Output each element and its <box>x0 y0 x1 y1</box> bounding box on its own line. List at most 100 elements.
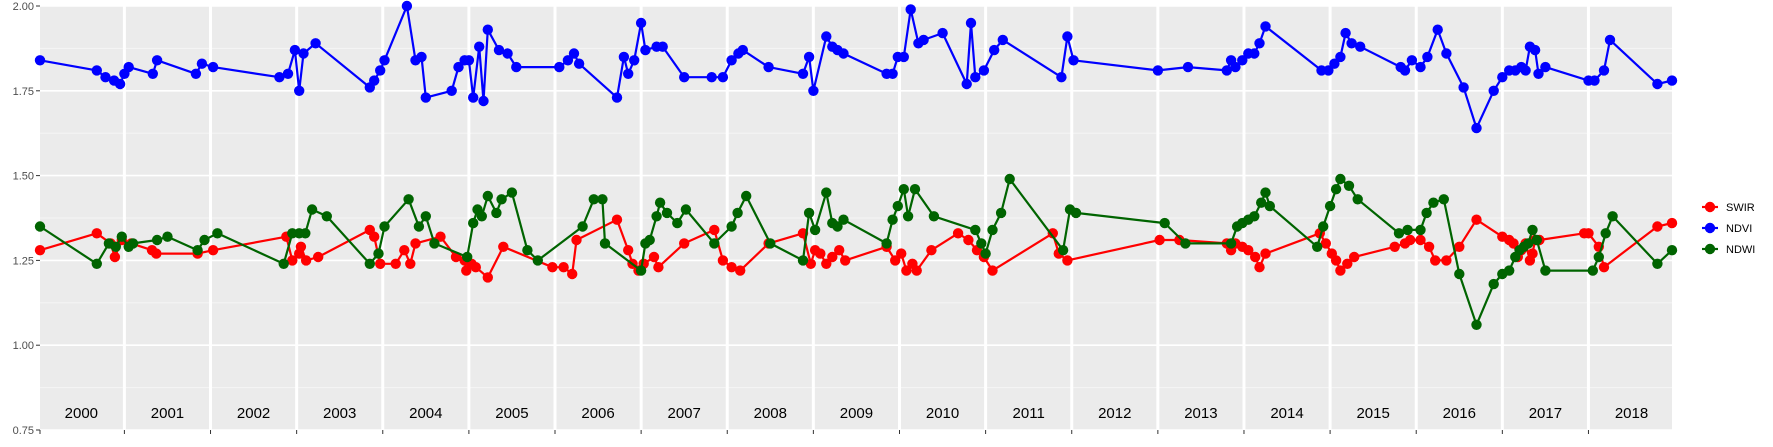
year-label: 2011 <box>1013 405 1045 422</box>
data-point <box>1335 265 1346 276</box>
data-point <box>834 245 845 256</box>
data-point <box>91 228 103 239</box>
data-point <box>298 48 309 59</box>
data-point <box>1254 38 1265 49</box>
data-point <box>1318 221 1329 232</box>
data-point <box>1527 224 1538 236</box>
data-point <box>987 265 998 276</box>
legend-key-point <box>1704 222 1716 234</box>
year-label: 2012 <box>1098 405 1131 422</box>
data-point <box>1405 234 1416 246</box>
data-point <box>1154 234 1165 246</box>
data-point <box>470 262 481 273</box>
data-point <box>207 61 219 73</box>
data-point <box>717 72 729 83</box>
data-point <box>567 268 578 280</box>
data-point <box>821 187 832 198</box>
data-point <box>928 211 940 222</box>
data-point <box>980 248 991 259</box>
data-point <box>989 44 1000 56</box>
data-point <box>375 65 386 76</box>
data-point <box>832 221 843 232</box>
data-point <box>1047 228 1059 239</box>
data-point <box>640 44 651 56</box>
data-point <box>379 55 390 66</box>
data-point <box>709 224 720 236</box>
data-point <box>295 241 307 252</box>
data-point <box>364 258 375 269</box>
data-point <box>661 207 673 219</box>
data-point <box>1454 268 1465 280</box>
data-point <box>1329 58 1340 69</box>
year-label: 2009 <box>840 405 873 422</box>
data-point <box>1598 262 1610 273</box>
data-point <box>453 61 464 73</box>
data-point <box>420 92 431 103</box>
legend-key-point <box>1704 243 1716 255</box>
legend-key-point <box>1704 201 1716 213</box>
year-label: 2007 <box>668 405 701 422</box>
data-point <box>963 234 974 246</box>
y-tick-label: 1.75 <box>13 86 34 98</box>
data-point <box>468 217 479 229</box>
data-point <box>618 51 630 63</box>
data-point <box>493 44 505 56</box>
data-point <box>809 224 821 236</box>
data-point <box>1355 41 1366 52</box>
data-point <box>1458 82 1469 93</box>
data-point <box>554 61 565 73</box>
data-point <box>1346 38 1357 49</box>
data-point <box>797 68 809 80</box>
data-point <box>1652 78 1663 90</box>
data-point <box>654 197 666 208</box>
data-point <box>278 258 289 269</box>
data-point <box>127 238 139 249</box>
data-point <box>1062 31 1073 42</box>
data-point <box>1598 65 1610 76</box>
data-point <box>482 190 493 202</box>
data-point <box>970 72 981 83</box>
data-point <box>1587 265 1599 276</box>
data-point <box>1399 65 1411 76</box>
data-point <box>648 251 660 263</box>
data-point <box>1471 319 1482 330</box>
year-label: 2000 <box>65 405 98 422</box>
data-point <box>1540 61 1551 73</box>
data-point <box>797 255 809 266</box>
data-point <box>887 68 898 80</box>
data-point <box>805 258 816 269</box>
data-point <box>116 231 128 242</box>
data-point <box>838 214 849 225</box>
data-point <box>151 248 162 259</box>
data-point <box>735 265 746 276</box>
data-point <box>379 221 390 232</box>
data-point <box>1221 65 1233 76</box>
data-point <box>410 238 421 249</box>
data-point <box>474 41 485 52</box>
data-point <box>1471 122 1482 134</box>
data-point <box>1264 200 1276 212</box>
data-point <box>151 55 163 66</box>
data-point <box>1428 197 1439 208</box>
data-point <box>911 265 922 276</box>
data-point <box>1531 234 1543 246</box>
year-label: 2013 <box>1184 405 1217 422</box>
data-point <box>1430 255 1441 266</box>
data-point <box>1589 75 1600 86</box>
y-tick-label: 0.75 <box>13 425 34 437</box>
data-point <box>1330 255 1342 266</box>
data-point <box>1504 265 1515 276</box>
data-point <box>1438 194 1450 205</box>
data-point <box>147 68 158 80</box>
y-tick-label: 1.50 <box>13 171 34 183</box>
data-point <box>1343 180 1355 191</box>
year-label: 2001 <box>151 405 184 422</box>
data-point <box>1230 61 1241 73</box>
data-point <box>375 258 386 269</box>
y-tick-label: 1.00 <box>13 340 34 352</box>
data-point <box>653 262 664 273</box>
data-point <box>961 78 972 90</box>
data-point <box>313 251 324 263</box>
data-point <box>34 55 46 66</box>
data-point <box>765 238 776 249</box>
